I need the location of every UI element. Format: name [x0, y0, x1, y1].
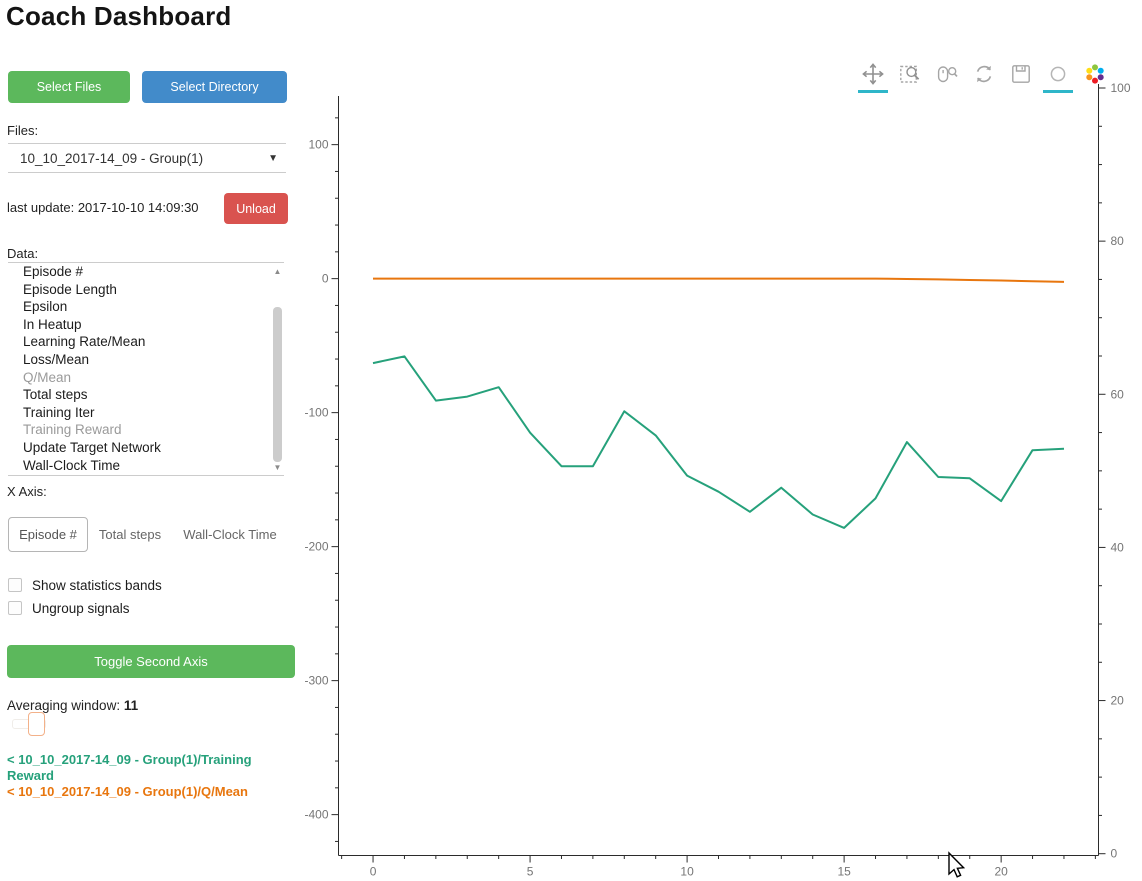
- axis-tick-label: 10: [680, 865, 694, 879]
- list-item[interactable]: Q/Mean: [23, 369, 72, 385]
- axis-tick-label: 60: [1111, 387, 1125, 401]
- toggle-second-axis-button[interactable]: Toggle Second Axis: [7, 645, 295, 678]
- mouse-cursor: [948, 851, 966, 878]
- wheel-zoom-tool-icon[interactable]: [934, 61, 960, 87]
- list-item[interactable]: Training Iter: [23, 404, 95, 420]
- x-axis-buttonset: Episode # Total steps Wall-Clock Time: [8, 517, 288, 552]
- hover-tool-active-indicator: [1043, 90, 1073, 93]
- axis-tick-label: 20: [1111, 694, 1125, 708]
- x-axis-option[interactable]: Total steps: [98, 527, 162, 542]
- list-item[interactable]: Training Reward: [23, 422, 122, 438]
- legend-entry[interactable]: < 10_10_2017-14_09 - Group(1)/Q/Mean: [7, 784, 248, 799]
- select-files-button[interactable]: Select Files: [8, 71, 130, 103]
- data-label: Data:: [7, 246, 39, 261]
- files-select[interactable]: 10_10_2017-14_09 - Group(1) ▼: [8, 143, 286, 173]
- averaging-window-value: 11: [123, 698, 139, 713]
- list-item[interactable]: Epsilon: [23, 299, 68, 315]
- ungroup-signals-label: Ungroup signals: [32, 600, 130, 616]
- scrollbar-thumb[interactable]: [273, 307, 282, 462]
- reset-tool-icon[interactable]: [971, 61, 997, 87]
- x-axis-option[interactable]: Wall-Clock Time: [183, 527, 277, 542]
- axis-tick-label: 80: [1111, 234, 1125, 248]
- scroll-down-icon[interactable]: ▼: [273, 462, 282, 472]
- axis-tick-label: 5: [527, 865, 534, 879]
- data-signal-list[interactable]: Episode # Episode Length Epsilon In Heatup L…: [8, 262, 284, 476]
- averaging-slider-handle[interactable]: [28, 712, 45, 736]
- axis-tick-label: 100: [308, 138, 328, 152]
- show-statistics-bands-label: Show statistics bands: [32, 577, 162, 593]
- axis-tick-label: 15: [837, 865, 851, 879]
- show-statistics-bands-checkbox[interactable]: [8, 578, 22, 592]
- files-label: Files:: [7, 123, 39, 138]
- legend-entry[interactable]: < 10_10_2017-14_09 - Group(1)/Training R…: [7, 752, 252, 783]
- list-item[interactable]: In Heatup: [23, 316, 82, 332]
- axis-tick-label: -300: [304, 674, 328, 688]
- pan-tool-icon[interactable]: [858, 61, 888, 93]
- axis-tick-label: 0: [370, 865, 377, 879]
- box-zoom-tool-icon[interactable]: [897, 61, 923, 87]
- scroll-up-icon[interactable]: ▲: [273, 266, 282, 276]
- unload-button[interactable]: Unload: [224, 193, 288, 224]
- axis-tick-label: 100: [1111, 81, 1131, 95]
- axis-tick-label: -100: [304, 406, 328, 420]
- list-item[interactable]: Episode #: [23, 264, 84, 279]
- plot-canvas[interactable]: [338, 96, 1098, 856]
- list-item[interactable]: Wall-Clock Time: [23, 457, 121, 473]
- page-title: Coach Dashboard: [6, 1, 232, 31]
- last-update-text: last update: 2017-10-10 14:09:30: [7, 200, 199, 215]
- chevron-down-icon: ▼: [268, 152, 278, 164]
- averaging-window-label: Averaging window: 11: [7, 698, 138, 713]
- save-tool-icon[interactable]: [1008, 61, 1034, 87]
- signal-legend: < 10_10_2017-14_09 - Group(1)/Training R…: [7, 752, 295, 801]
- files-select-value: 10_10_2017-14_09 - Group(1): [20, 150, 204, 166]
- axis-tick-label: 0: [322, 272, 329, 286]
- show-statistics-bands-row: Show statistics bands: [8, 577, 162, 593]
- ungroup-signals-row: Ungroup signals: [8, 600, 130, 616]
- list-item[interactable]: Update Target Network: [23, 439, 161, 455]
- axis-tick-label: -200: [304, 540, 328, 554]
- select-directory-button[interactable]: Select Directory: [142, 71, 287, 103]
- list-item[interactable]: Total steps: [23, 387, 88, 403]
- x-axis-label: X Axis:: [7, 484, 47, 499]
- list-item[interactable]: Learning Rate/Mean: [23, 334, 146, 350]
- ungroup-signals-checkbox[interactable]: [8, 601, 22, 615]
- axis-tick-label: 40: [1111, 540, 1125, 554]
- plot-toolbar: [858, 56, 1110, 93]
- axis-tick-label: 0: [1111, 847, 1118, 861]
- bokeh-logo-icon[interactable]: [1082, 61, 1108, 87]
- scrollbar[interactable]: ▲ ▼: [271, 263, 284, 475]
- hover-tool-icon[interactable]: [1043, 61, 1073, 93]
- list-item[interactable]: Episode Length: [23, 281, 117, 297]
- axis-tick-label: -400: [304, 808, 328, 822]
- list-item[interactable]: Loss/Mean: [23, 351, 90, 367]
- axis-tick-label: 20: [994, 865, 1008, 879]
- pan-tool-active-indicator: [858, 90, 888, 93]
- x-axis-option[interactable]: Episode #: [8, 517, 88, 552]
- averaging-window-text: Averaging window:: [7, 698, 121, 713]
